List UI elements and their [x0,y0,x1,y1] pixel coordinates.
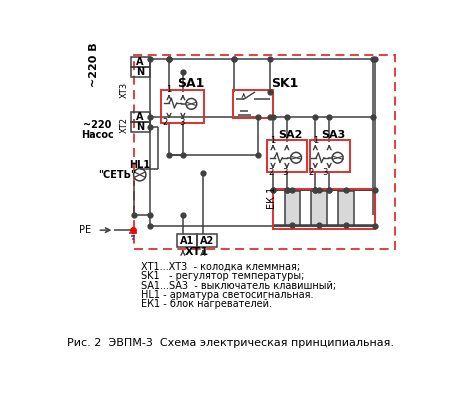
Text: SA2: SA2 [279,130,303,140]
Text: N: N [136,122,144,132]
Bar [130,57,150,67]
Text: 2: 2 [268,168,273,177]
Bar [284,191,300,225]
Text: A2: A2 [200,235,214,245]
Bar [267,140,307,172]
Text: Насос: Насос [81,130,114,140]
Text: 1: 1 [313,135,318,145]
Text: ХТ3: ХТ3 [120,82,129,98]
Text: 3: 3 [282,168,287,177]
Text: A: A [136,112,144,122]
Text: ~220 В: ~220 В [90,42,99,87]
Bar [311,191,327,225]
Text: SA3: SA3 [321,130,345,140]
Text: Рис. 2  ЭВПМ-3  Схема электрическая принципиальная.: Рис. 2 ЭВПМ-3 Схема электрическая принци… [67,337,394,347]
Text: 3: 3 [180,118,185,127]
Bar [310,140,350,172]
Text: ХТ2: ХТ2 [120,117,129,133]
Text: "СЕТЬ": "СЕТЬ" [99,170,136,180]
Text: PE: PE [79,225,91,235]
Bar [177,234,197,247]
Bar [273,189,374,229]
Text: ~220: ~220 [83,119,112,130]
Text: A1: A1 [180,235,194,245]
Bar [130,122,150,132]
Text: N: N [136,67,144,77]
Bar [233,90,273,118]
Text: 3: 3 [323,168,328,177]
Text: SA1: SA1 [177,77,204,91]
Text: XT1: XT1 [184,247,209,258]
Text: A: A [136,57,144,67]
Text: 1: 1 [270,135,275,145]
Bar [135,55,395,249]
Text: SA1...SA3  - выключатель клавишный;: SA1...SA3 - выключатель клавишный; [140,281,336,291]
Text: ЕК 1: ЕК 1 [267,187,277,209]
Text: SK1   - регулятор температуры;: SK1 - регулятор температуры; [140,271,304,281]
Text: 1: 1 [166,85,171,94]
Text: 2: 2 [309,168,314,177]
Bar [130,112,150,122]
Text: 2: 2 [162,118,168,127]
Text: ХТ1...ХТ3  - колодка клеммная;: ХТ1...ХТ3 - колодка клеммная; [140,262,300,272]
Bar [130,67,150,77]
Text: HL1 - арматура светосигнальная.: HL1 - арматура светосигнальная. [140,290,313,300]
Bar [162,90,204,123]
Text: SK1: SK1 [271,77,298,91]
Text: ЕК1 - блок нагревателей.: ЕК1 - блок нагревателей. [140,299,271,309]
Text: HL1: HL1 [129,160,150,170]
Bar [197,234,217,247]
Bar [338,191,354,225]
